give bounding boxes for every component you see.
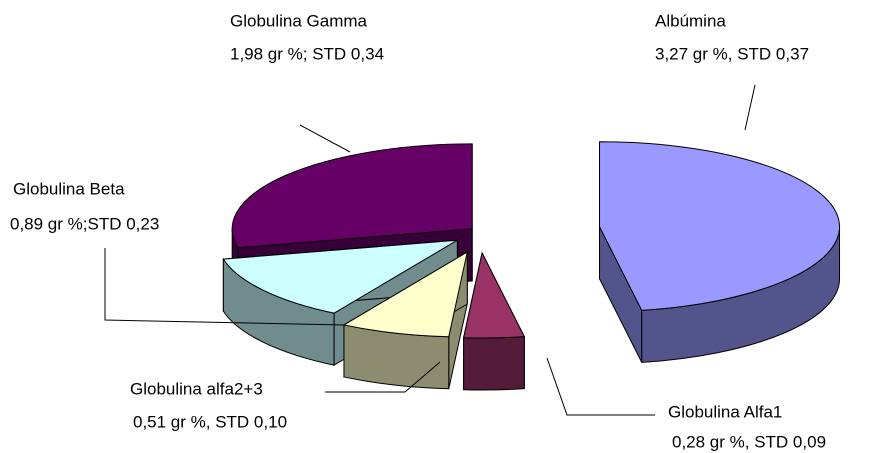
- value-label: 1,98 gr %; STD 0,34: [230, 44, 384, 63]
- value-label: 0,89 gr %;STD 0,23: [10, 214, 159, 233]
- slice-label: Globulina Alfa1: [668, 402, 782, 421]
- value-label: 0,51 gr %, STD 0,10: [133, 412, 287, 431]
- leader-line: [299, 124, 351, 153]
- slice-side: [463, 336, 525, 391]
- slice: [222, 239, 458, 314]
- value-label: 0,28 gr %, STD 0,09: [672, 432, 826, 451]
- slice: [342, 250, 468, 338]
- leader-line: [744, 84, 756, 131]
- slice: [231, 143, 473, 249]
- slice: [462, 251, 526, 339]
- labels: Albúmina 3,27 gr %, STD 0,37 Globulina A…: [10, 11, 826, 451]
- slice-label: Globulina Beta: [13, 179, 125, 198]
- slice-label: Albúmina: [655, 11, 726, 30]
- pie: [222, 141, 841, 391]
- leader-line: [325, 361, 441, 393]
- value-label: 3,27 gr %, STD 0,37: [655, 44, 809, 63]
- leader-line: [104, 248, 346, 326]
- slice: [599, 141, 840, 311]
- slice-label: Globulina alfa2+3: [130, 379, 263, 398]
- leader-line: [546, 357, 655, 416]
- slice-label: Globulina Gamma: [230, 11, 368, 30]
